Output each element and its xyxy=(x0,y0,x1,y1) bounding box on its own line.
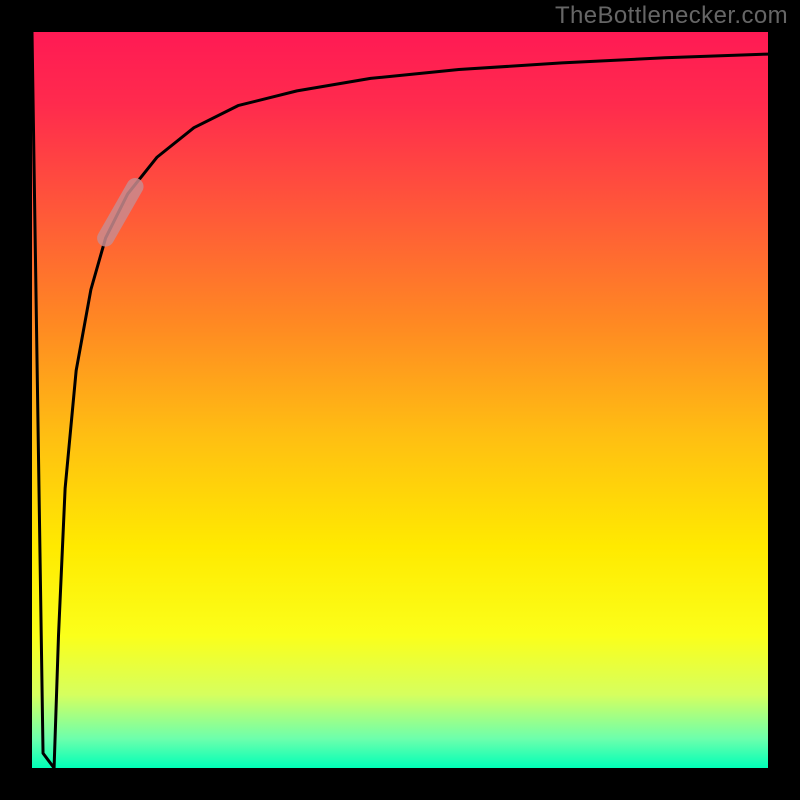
bottleneck-chart xyxy=(0,0,800,800)
plot-background xyxy=(32,32,768,768)
figure-container: TheBottlenecker.com xyxy=(0,0,800,800)
watermark-text: TheBottlenecker.com xyxy=(555,2,788,30)
